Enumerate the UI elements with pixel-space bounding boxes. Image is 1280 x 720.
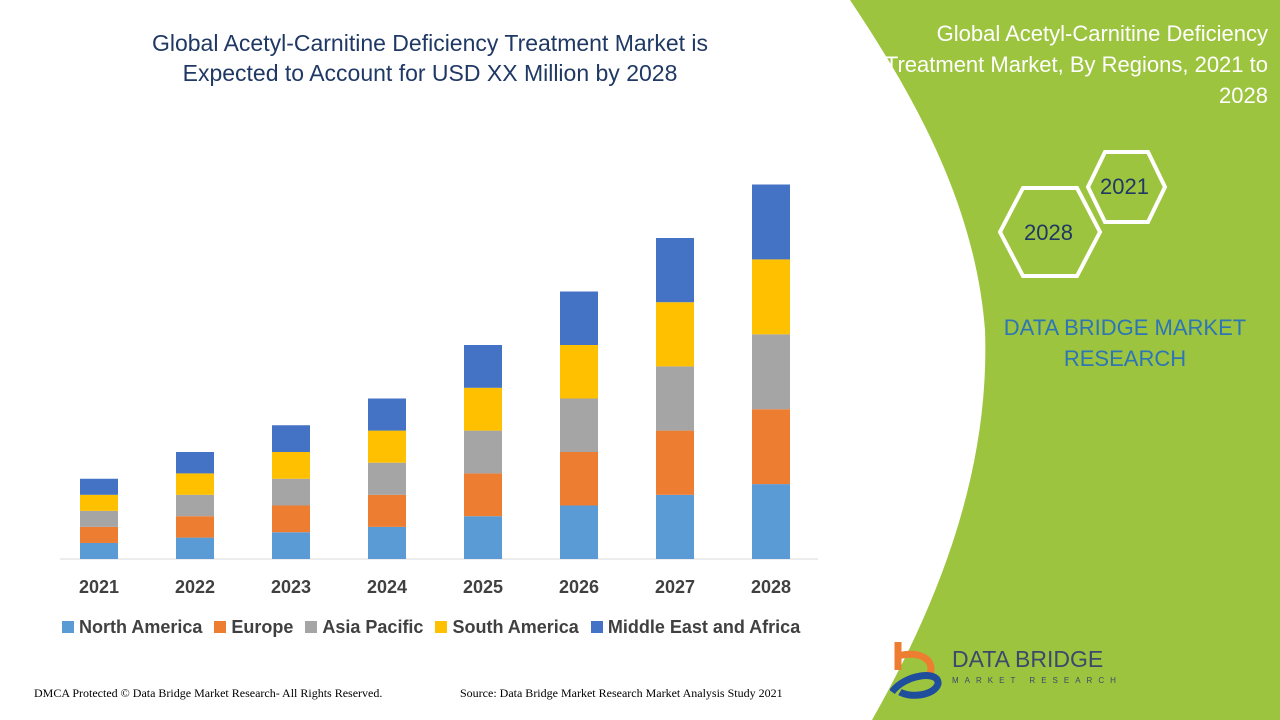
data-bridge-logo-icon bbox=[890, 642, 942, 699]
bar-segment bbox=[176, 473, 214, 495]
chart-title: Global Acetyl-Carnitine Deficiency Treat… bbox=[151, 30, 709, 86]
logo-subtitle: MARKET RESEARCH bbox=[952, 676, 1122, 685]
bar-segment bbox=[464, 473, 502, 517]
bar-segment bbox=[272, 425, 310, 452]
legend-item: North America bbox=[62, 617, 202, 638]
legend-label: Asia Pacific bbox=[322, 617, 424, 637]
bar-segment bbox=[272, 532, 310, 559]
x-tick-label: 2024 bbox=[367, 577, 407, 597]
bar-segment bbox=[176, 452, 214, 474]
bar-segment bbox=[176, 537, 214, 559]
x-tick-label: 2023 bbox=[271, 577, 311, 597]
bar-segment bbox=[752, 259, 790, 335]
bar-segment bbox=[176, 494, 214, 517]
x-tick-label: 2025 bbox=[463, 577, 503, 597]
bar-segment bbox=[464, 387, 502, 431]
bar-segment bbox=[656, 366, 694, 431]
bar-segment bbox=[176, 516, 214, 538]
bar-segment bbox=[464, 430, 502, 474]
bar-segment bbox=[368, 462, 406, 495]
hexagon-2028 bbox=[997, 186, 1103, 278]
bar-segment bbox=[464, 516, 502, 559]
legend-swatch bbox=[305, 621, 318, 633]
bars-group bbox=[80, 184, 790, 559]
bar-segment bbox=[272, 505, 310, 533]
x-tick-label: 2021 bbox=[79, 577, 119, 597]
x-tick-label: 2028 bbox=[751, 577, 791, 597]
legend-swatch bbox=[214, 621, 227, 633]
logo-name: DATA BRIDGE bbox=[952, 646, 1104, 672]
bar-segment bbox=[560, 345, 598, 399]
legend-label: Middle East and Africa bbox=[607, 617, 801, 637]
legend-label: South America bbox=[452, 617, 579, 637]
bar-segment bbox=[80, 510, 118, 527]
bar-segment bbox=[368, 430, 406, 463]
bar-segment bbox=[368, 398, 406, 431]
legend-item: Middle East and Africa bbox=[590, 617, 801, 638]
hex-label-2028: 2028 bbox=[1024, 220, 1073, 245]
footer-source: Source: Data Bridge Market Research Mark… bbox=[460, 686, 783, 700]
x-tick-labels: 2021 2022 2023 2024 2025 2026 2027 2028 bbox=[79, 577, 791, 597]
bar-segment bbox=[560, 452, 598, 506]
bar-segment bbox=[80, 542, 118, 559]
x-tick-label: 2022 bbox=[175, 577, 215, 597]
bar-segment bbox=[272, 478, 310, 506]
legend-swatch bbox=[590, 621, 603, 633]
x-tick-label: 2026 bbox=[559, 577, 599, 597]
bar-segment bbox=[656, 302, 694, 367]
legend-swatch bbox=[435, 621, 448, 633]
bar-segment bbox=[80, 526, 118, 543]
bar-segment bbox=[656, 430, 694, 495]
hexagon-2021 bbox=[1085, 150, 1168, 224]
bar-segment bbox=[656, 238, 694, 303]
bar-segment bbox=[560, 505, 598, 559]
hex-label-2021: 2021 bbox=[1100, 174, 1149, 199]
legend: North America Europe Asia Pacific South Ame… bbox=[62, 617, 800, 638]
legend-item: South America bbox=[435, 617, 579, 638]
legend-label: Europe bbox=[231, 617, 294, 637]
bar-segment bbox=[80, 478, 118, 495]
footer-copyright: DMCA Protected © Data Bridge Market Rese… bbox=[34, 686, 383, 700]
bar-segment bbox=[368, 494, 406, 527]
green-side-panel bbox=[850, 0, 1280, 720]
bar-segment bbox=[752, 334, 790, 410]
brand-text: DATA BRIDGE MARKET RESEARCH bbox=[1003, 315, 1247, 371]
legend-swatch bbox=[62, 621, 74, 633]
legend-label: North America bbox=[79, 617, 203, 637]
bar-segment bbox=[560, 291, 598, 345]
x-tick-label: 2027 bbox=[655, 577, 695, 597]
bar-segment bbox=[656, 494, 694, 559]
bar-segment bbox=[752, 184, 790, 260]
bar-segment bbox=[560, 398, 598, 452]
side-panel-title: Global Acetyl-Carnitine Deficiency Treat… bbox=[884, 21, 1268, 108]
bar-segment bbox=[464, 345, 502, 388]
bar-segment bbox=[368, 526, 406, 559]
bar-segment bbox=[752, 484, 790, 559]
bar-segment bbox=[752, 409, 790, 485]
bar-segment bbox=[80, 494, 118, 511]
bar-segment bbox=[272, 452, 310, 479]
legend-item: Europe bbox=[214, 617, 293, 638]
legend-item: Asia Pacific bbox=[305, 617, 423, 638]
